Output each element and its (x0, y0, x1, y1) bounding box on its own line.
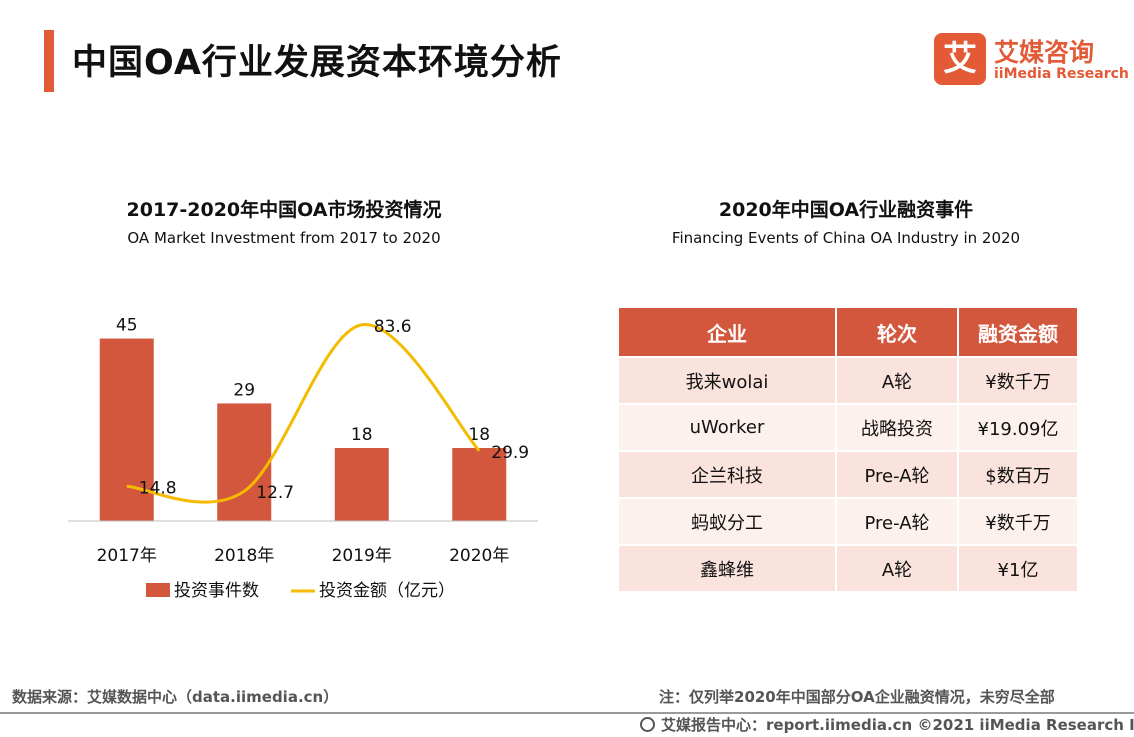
bar-value-label-1: 29 (233, 380, 255, 400)
x-tick-label-3: 2020年 (449, 546, 509, 566)
line-value-label-2: 83.6 (374, 317, 412, 337)
chart-title: 2017-2020年中国OA市场投资情况 (126, 199, 442, 221)
cell-company: uWorker (619, 403, 837, 451)
brand-logo: 艾 艾媒咨询 iiMedia Research (934, 33, 1129, 85)
cell-round: A轮 (836, 544, 959, 591)
bar-2 (334, 448, 389, 521)
cell-round: A轮 (836, 356, 959, 404)
page-title: 中国OA行业发展资本环境分析 (72, 43, 562, 83)
header-company: 企业 (619, 308, 837, 357)
cell-round: 战略投资 (836, 403, 959, 451)
footer-divider (0, 712, 1134, 714)
legend-label-bar: 投资事件数 (174, 581, 259, 601)
globe-icon (640, 717, 655, 732)
cell-amount: $数百万 (958, 450, 1077, 498)
data-source: 数据来源：艾媒数据中心（data.iimedia.cn） (12, 688, 339, 706)
table-row: 蚂蚁分工 Pre-A轮 ¥数千万 (619, 497, 1077, 545)
cell-amount: ¥数千万 (958, 497, 1077, 545)
x-tick-label-2: 2019年 (332, 546, 392, 566)
chart-subtitle: OA Market Investment from 2017 to 2020 (127, 229, 441, 247)
table-row: 我来wolai A轮 ¥数千万 (619, 356, 1077, 404)
bar-value-label-3: 18 (468, 425, 490, 445)
x-tick-label-0: 2017年 (97, 546, 157, 566)
line-value-label-3: 29.9 (491, 443, 529, 463)
bar-value-label-2: 18 (351, 425, 373, 445)
copyright-text: 艾媒报告中心：report.iimedia.cn ©2021 iiMedia R… (661, 716, 1134, 734)
cell-amount: ¥19.09亿 (958, 403, 1077, 451)
investment-chart: 45 2017年 29 2018年 18 2019年 18 2020年 14.8 12.7 83.6… (68, 316, 538, 601)
cell-round: Pre-A轮 (836, 450, 959, 498)
table-subtitle: Financing Events of China OA Industry in… (671, 229, 1021, 247)
cell-company: 企兰科技 (619, 450, 837, 498)
table-row: 企兰科技 Pre-A轮 $数百万 (619, 450, 1077, 498)
cell-company: 蚂蚁分工 (619, 497, 837, 545)
cell-company: 我来wolai (619, 356, 837, 404)
bar-1 (217, 403, 272, 521)
line-value-label-1: 12.7 (256, 483, 294, 503)
financing-table: 企业 轮次 融资金额 我来wolai A轮 ¥数千万 uWorker 战略投资 … (619, 308, 1077, 591)
header-round: 轮次 (836, 308, 959, 357)
cell-amount: ¥1亿 (958, 544, 1077, 591)
header-amount: 融资金额 (958, 308, 1077, 357)
legend-swatch-bar (146, 583, 170, 597)
x-tick-label-1: 2018年 (214, 546, 274, 566)
line-value-label-0: 14.8 (139, 478, 177, 498)
bar-value-label-0: 45 (116, 316, 138, 336)
cell-amount: ¥数千万 (958, 356, 1077, 404)
table-header-row: 企业 轮次 融资金额 (619, 308, 1077, 357)
title-accent-bar (44, 30, 54, 92)
logo-name-cn: 艾媒咨询 (994, 38, 1095, 67)
table-title: 2020年中国OA行业融资事件 (718, 199, 974, 221)
table-row: uWorker 战略投资 ¥19.09亿 (619, 403, 1077, 451)
logo-mark-icon: 艾 (934, 33, 986, 85)
logo-name-en: iiMedia Research (994, 66, 1129, 82)
copyright-footer: 艾媒报告中心：report.iimedia.cn ©2021 iiMedia R… (640, 714, 1134, 736)
cell-company: 鑫蜂维 (619, 544, 837, 591)
cell-round: Pre-A轮 (836, 497, 959, 545)
line-series-amount (126, 323, 481, 504)
legend-label-line: 投资金额（亿元） (319, 581, 455, 601)
table-row: 鑫蜂维 A轮 ¥1亿 (619, 544, 1077, 591)
footnote: 注：仅列举2020年中国部分OA企业融资情况，未穷尽全部 (659, 688, 1055, 706)
bar-3 (452, 448, 507, 521)
